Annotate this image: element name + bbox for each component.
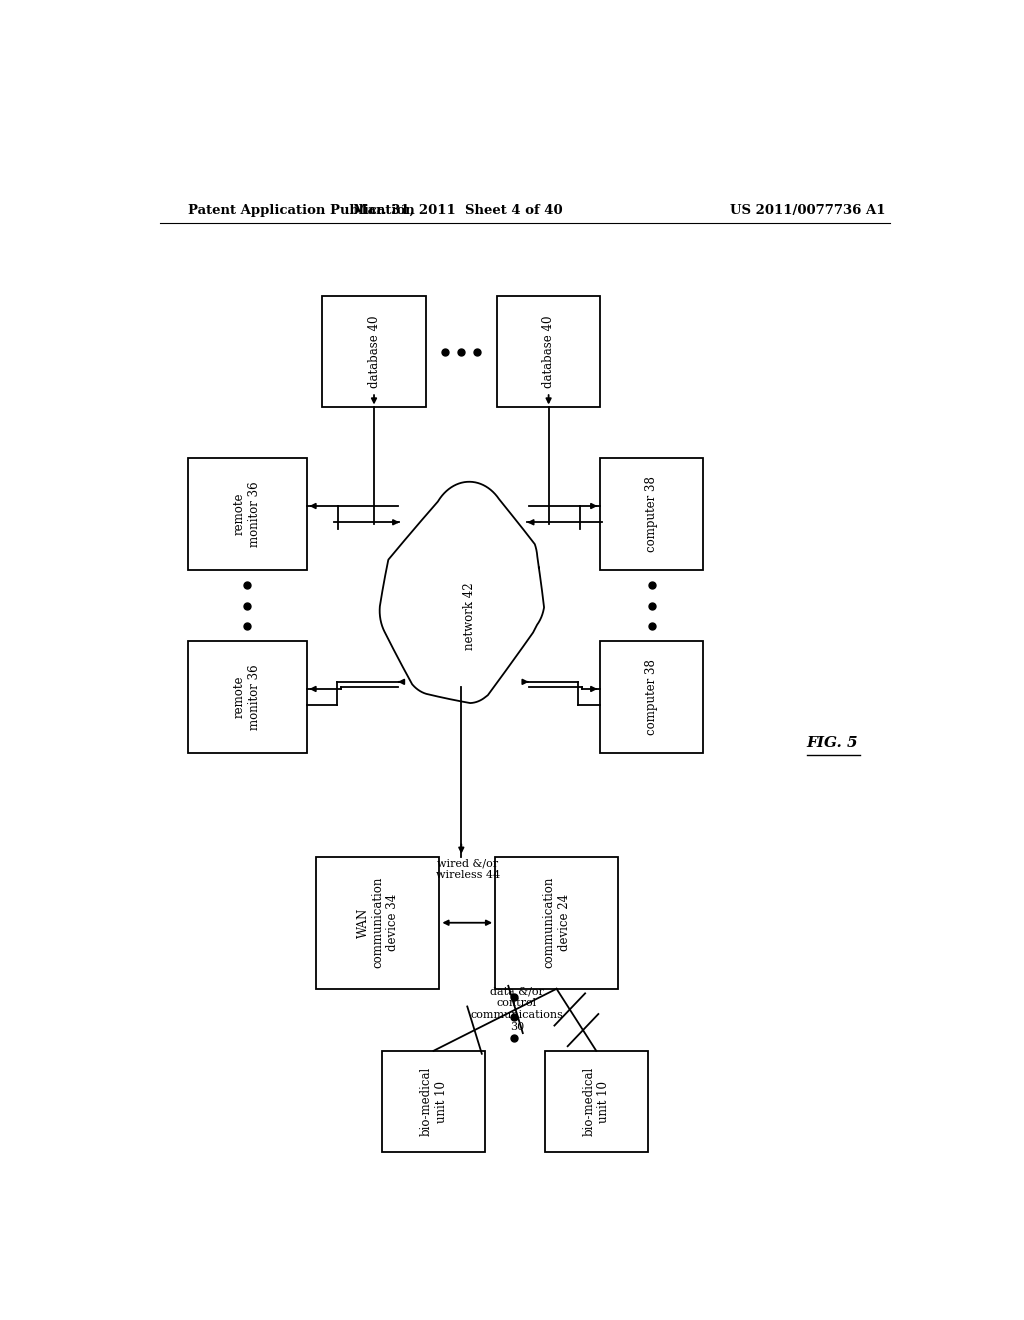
FancyBboxPatch shape xyxy=(316,857,439,989)
Text: WAN
communication
device 34: WAN communication device 34 xyxy=(356,876,399,969)
Text: network 42: network 42 xyxy=(463,582,476,649)
Text: communication
device 24: communication device 24 xyxy=(543,876,570,969)
Circle shape xyxy=(380,572,440,649)
Circle shape xyxy=(477,521,538,598)
Text: Mar. 31, 2011  Sheet 4 of 40: Mar. 31, 2011 Sheet 4 of 40 xyxy=(352,205,562,216)
Circle shape xyxy=(401,614,465,696)
FancyBboxPatch shape xyxy=(497,296,600,408)
Text: FIG. 5: FIG. 5 xyxy=(807,735,858,750)
Circle shape xyxy=(386,535,450,615)
FancyBboxPatch shape xyxy=(545,1051,648,1152)
Text: computer 38: computer 38 xyxy=(645,659,658,735)
FancyBboxPatch shape xyxy=(187,458,306,570)
Text: remote
monitor 36: remote monitor 36 xyxy=(233,482,261,546)
Text: bio-medical
unit 10: bio-medical unit 10 xyxy=(420,1067,447,1137)
Circle shape xyxy=(439,626,500,704)
FancyBboxPatch shape xyxy=(495,857,618,989)
Text: US 2011/0077736 A1: US 2011/0077736 A1 xyxy=(730,205,886,216)
Circle shape xyxy=(463,607,523,685)
FancyBboxPatch shape xyxy=(600,458,703,570)
Text: database 40: database 40 xyxy=(368,315,381,388)
Circle shape xyxy=(430,482,509,583)
Text: computer 38: computer 38 xyxy=(645,477,658,552)
Text: database 40: database 40 xyxy=(542,315,555,388)
Text: remote
monitor 36: remote monitor 36 xyxy=(233,664,261,730)
Text: Patent Application Publication: Patent Application Publication xyxy=(187,205,415,216)
Circle shape xyxy=(489,565,545,636)
Text: data &/or
control
communications
30: data &/or control communications 30 xyxy=(470,987,563,1031)
Text: bio-medical
unit 10: bio-medical unit 10 xyxy=(583,1067,610,1137)
Text: wired &/or
wireless 44: wired &/or wireless 44 xyxy=(435,858,500,880)
Circle shape xyxy=(404,507,471,593)
FancyBboxPatch shape xyxy=(382,1051,485,1152)
FancyBboxPatch shape xyxy=(323,296,426,408)
FancyBboxPatch shape xyxy=(187,642,306,752)
FancyBboxPatch shape xyxy=(600,642,703,752)
